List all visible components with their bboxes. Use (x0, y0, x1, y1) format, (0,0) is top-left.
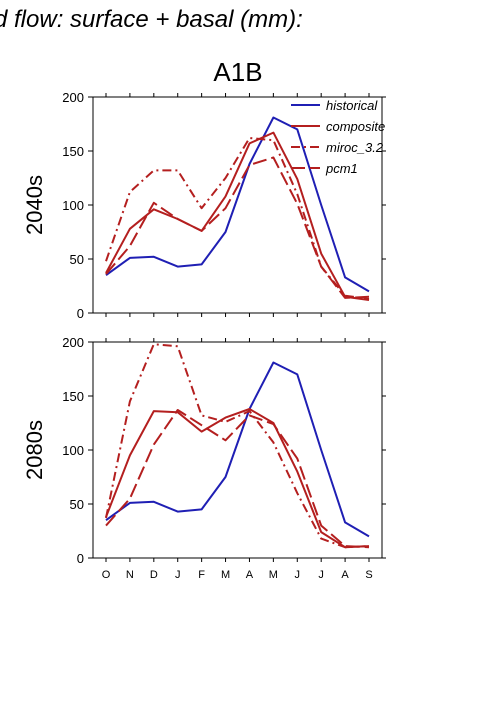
series-line-pcm1 (105, 409, 370, 549)
x-tick-label: O (102, 569, 111, 581)
y-tick-label: 200 (62, 335, 84, 350)
legend-label: miroc_3.2 (326, 140, 384, 155)
x-tick-label: J (295, 569, 301, 581)
row-label-2040s: 2040s (22, 175, 47, 235)
x-tick-label: A (246, 569, 254, 581)
panel-title: A1B (213, 57, 262, 87)
series-line-composite (105, 408, 370, 549)
chart-panel-2080s: 0 50 100 150 200 O N D J F M A M J J A S 2080s (22, 335, 386, 581)
y-tick-label: 50 (70, 497, 84, 512)
x-tick-label: D (150, 569, 158, 581)
x-tick-label: N (126, 569, 134, 581)
y-tick-label: 150 (62, 144, 84, 159)
figure-title: d flow: surface + basal (mm): (0, 6, 303, 33)
series-line-historical (105, 116, 370, 293)
x-tick-label: S (365, 569, 372, 581)
legend-label: composite (326, 119, 385, 134)
series-line-historical (105, 361, 370, 538)
y-tick-label: 100 (62, 198, 84, 213)
x-tick-label: F (198, 569, 205, 581)
x-tick-label: J (175, 569, 181, 581)
series-line-composite (105, 131, 370, 301)
series-line-pcm1 (105, 156, 370, 299)
y-tick-label: 0 (77, 306, 84, 321)
row-label-2080s: 2080s (22, 420, 47, 480)
y-tick-label: 200 (62, 90, 84, 105)
plot-frame (92, 341, 383, 559)
x-tick-label: J (318, 569, 324, 581)
y-tick-label: 150 (62, 389, 84, 404)
y-tick-label: 0 (77, 551, 84, 566)
chart-panel-2040s: 0 50 100 150 200 2040s historical composite miro… (22, 90, 386, 321)
x-tick-label: M (221, 569, 230, 581)
y-tick-label: 50 (70, 252, 84, 267)
x-tick-label: M (269, 569, 278, 581)
y-tick-label: 100 (62, 443, 84, 458)
legend-label: pcm1 (325, 161, 358, 176)
legend-label: historical (326, 98, 378, 113)
x-tick-label: A (341, 569, 349, 581)
series-line-miroc-3-2 (105, 343, 370, 549)
